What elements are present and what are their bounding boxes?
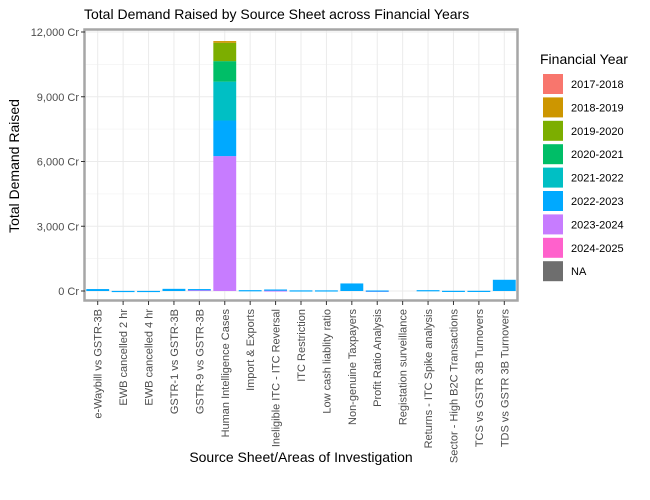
x-tick-label: Import & Exports [245, 309, 257, 391]
x-tick-label: EWB cancelled 4 hr [144, 309, 156, 406]
bar-segment [314, 290, 338, 292]
plot-panel-border [83, 28, 519, 302]
bar-segment [467, 290, 491, 292]
y-axis-title: Total Demand Raised [6, 99, 22, 233]
x-tick-label: Low cash liablity ratio [321, 309, 333, 414]
y-tick-label: 6,000 Cr [37, 157, 80, 169]
bar-segment [416, 290, 440, 292]
x-tick-label: Non-genuine Taxpayers [347, 309, 359, 425]
legend-label: 2017-2018 [571, 79, 624, 91]
bar-segment [238, 290, 262, 292]
x-tick-label: Profit Ratio Analysis [372, 309, 384, 407]
x-axis: e-Waybill vs GSTR-3B EWB cancelled 2 hr EW… [93, 301, 511, 464]
x-tick-label: Sector - High B2C Transactions [448, 309, 460, 464]
bar-segment [442, 290, 465, 292]
x-tick-label: Returns - ITC Spike analysis [423, 309, 435, 449]
legend-label: 2024-2025 [571, 243, 624, 255]
x-tick-label: Registation surveillance [398, 309, 410, 425]
bar-segment [187, 289, 211, 291]
bar-segment [213, 156, 237, 291]
x-tick-label: GSTR-1 vs GSTR-3B [169, 309, 181, 414]
bar-segment [264, 290, 288, 292]
legend-swatch [543, 144, 563, 165]
legend-swatch [543, 167, 563, 188]
legend-swatch [543, 261, 563, 282]
y-axis: 0 Cr 3,000 Cr 6,000 Cr 9,000 Cr 12,000 Cr [31, 27, 85, 298]
bar-segment [264, 289, 288, 291]
bar-segment [86, 289, 110, 291]
x-tick-label: TCS vs GSTR 3B Turnovers [474, 309, 486, 448]
legend-label: 2018-2019 [571, 102, 624, 114]
legend-label: 2023-2024 [571, 219, 624, 231]
legend-swatch [543, 237, 563, 258]
legend-swatch [543, 74, 563, 94]
legend-swatch [543, 120, 563, 141]
legend-label: 2020-2021 [571, 149, 624, 161]
y-tick-label: 0 Cr [58, 286, 79, 298]
legend-swatch [543, 214, 563, 235]
chart-title: Total Demand Raised by Source Sheet acro… [84, 6, 469, 22]
bar-segment [213, 41, 237, 43]
legend: Financial Year 2017-2018 2018-2019 2019-20… [540, 51, 628, 282]
x-tick-label: TDS vs GSTR 3B Turnovers [499, 309, 511, 448]
bar-segment [213, 81, 237, 121]
legend-label: NA [571, 266, 587, 278]
legend-label: 2021-2022 [571, 173, 624, 185]
x-axis-title: Source Sheet/Areas of Investigation [189, 449, 412, 465]
bar-segment [365, 290, 389, 292]
y-tick-label: 12,000 Cr [31, 27, 80, 39]
bar-segment [213, 61, 237, 82]
legend-swatch [543, 97, 563, 118]
bar-segment [289, 290, 313, 292]
legend-title: Financial Year [540, 51, 628, 67]
legend-swatch [543, 191, 563, 211]
x-tick-label: ITC Restriction [296, 309, 308, 382]
x-tick-label: Human Intelligence Cases [220, 309, 232, 438]
legend-label: 2019-2020 [571, 126, 624, 138]
bar-segment [187, 289, 211, 291]
x-tick-label: GSTR-9 vs GSTR-3B [194, 309, 206, 414]
bars [86, 41, 516, 293]
x-tick-label: Ineligible ITC - ITC Reversal [271, 309, 283, 447]
x-tick-label: EWB cancelled 2 hr [118, 309, 130, 406]
bar-segment [213, 42, 237, 62]
x-tick-label: e-Waybill vs GSTR-3B [93, 309, 105, 419]
bar-segment [162, 288, 186, 291]
grid-lines [85, 30, 517, 300]
bar-segment [213, 120, 237, 157]
legend-label: 2022-2023 [571, 196, 624, 208]
bar-segment [340, 283, 364, 291]
bar-segment [111, 290, 135, 293]
bar-segment [492, 279, 516, 291]
y-tick-label: 3,000 Cr [37, 221, 80, 233]
bar-segment [137, 290, 160, 293]
y-tick-label: 9,000 Cr [37, 92, 80, 104]
